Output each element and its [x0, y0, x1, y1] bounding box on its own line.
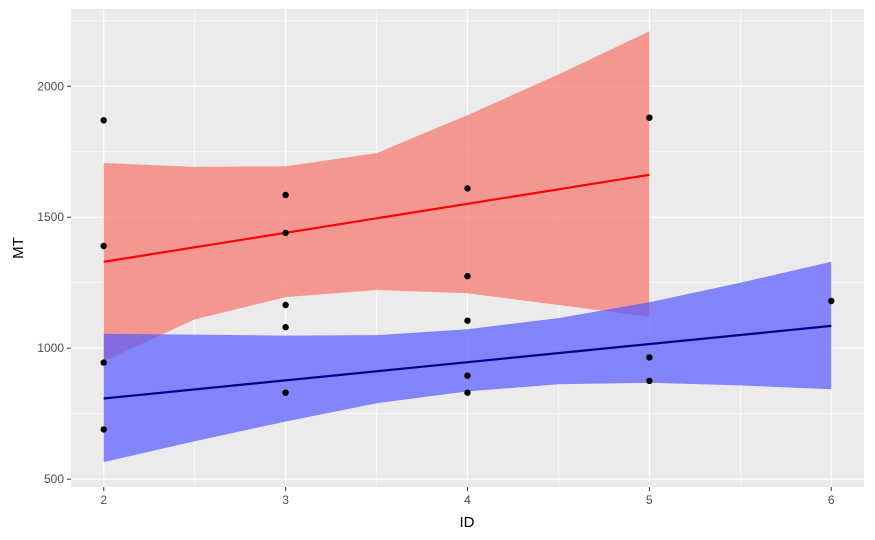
data-point	[100, 242, 107, 250]
y-tick-label: 2000	[37, 79, 64, 93]
x-tick-label: 2	[100, 493, 107, 507]
data-point	[464, 372, 471, 379]
data-point	[282, 389, 289, 396]
data-point	[646, 354, 653, 361]
data-point	[828, 297, 835, 305]
axis-ticks	[67, 85, 832, 491]
data-point	[646, 114, 653, 121]
data-point	[464, 317, 471, 324]
x-tick-label: 6	[828, 493, 835, 507]
data-point	[100, 426, 107, 433]
data-point	[282, 191, 289, 199]
x-axis-title: ID	[460, 514, 475, 531]
confidence-band-1	[103, 31, 650, 362]
points-layer	[100, 114, 835, 433]
data-point	[464, 273, 471, 280]
data-point	[282, 324, 289, 331]
y-axis-title: MT	[10, 237, 27, 259]
data-point	[646, 377, 653, 385]
x-tick-labels: 2 3 4 5 6	[100, 493, 835, 507]
y-tick-label: 1000	[37, 341, 64, 355]
data-point	[464, 185, 471, 192]
y-tick-labels: 500 1000 1500 2000	[37, 79, 64, 486]
data-point	[282, 301, 289, 309]
y-tick-label: 1500	[37, 210, 64, 224]
x-tick-label: 4	[464, 493, 471, 507]
x-tick-label: 3	[282, 493, 289, 507]
y-tick-label: 500	[44, 472, 64, 486]
x-tick-label: 5	[646, 493, 653, 507]
data-point	[100, 359, 107, 366]
series-layer	[103, 31, 832, 463]
fit-line-1	[103, 173, 650, 263]
data-point	[464, 389, 471, 396]
data-point	[100, 117, 107, 124]
fit-line-2	[103, 324, 832, 400]
data-point	[282, 229, 289, 237]
